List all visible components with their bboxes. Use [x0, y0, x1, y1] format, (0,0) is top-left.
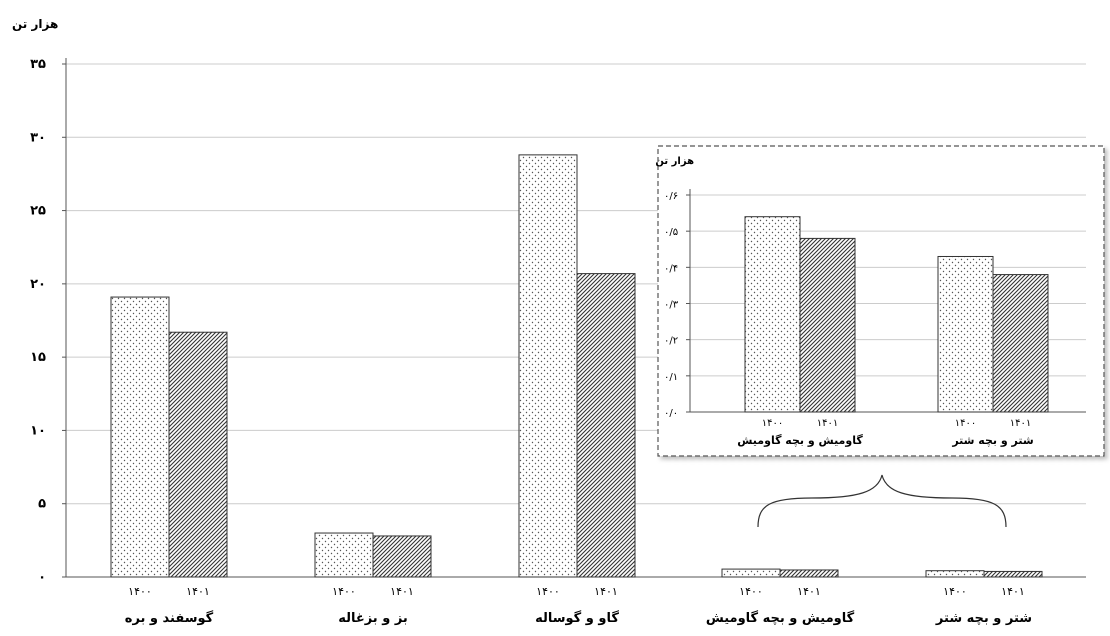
- y-tick-label: ۵: [38, 497, 46, 512]
- x-tick-label-year: ۱۴۰۱: [1001, 585, 1025, 598]
- bar-1400: [518, 154, 578, 578]
- main-chart: هزار تن ۰ ۵ ۱۰ ۱۵ ۲۰ ۲۵ ۳۰ ۳۵ ۱۴۰۰ ۱۴۰۱ گوسفند و ب…: [12, 17, 1086, 626]
- x-tick-label-year: ۱۴۰۱: [594, 585, 618, 598]
- inset-y-axis-unit-label: هزار تن: [655, 156, 694, 167]
- category-label: بز و بزغاله: [338, 611, 408, 626]
- inset-chart: هزار تن ۰/۰ ۰/۱ ۰/۲ ۰/۳ ۰/۴ ۰/۵ ۰/۶ ۱۴۰۰ ۱۴۰۱ گاو…: [655, 145, 1105, 457]
- inset-y-tick-label: ۰/۶: [664, 191, 678, 202]
- y-tick-label: ۱۰: [30, 423, 46, 438]
- y-tick-label: ۳۰: [30, 130, 46, 145]
- inset-bar-1401: [799, 237, 856, 413]
- inset-bar-1400: [744, 216, 801, 413]
- bar-1401: [983, 570, 1043, 578]
- inset-category-label: شتر و بچه شتر: [951, 434, 1033, 447]
- inset-x-tick-label-year: ۱۴۰۰: [955, 418, 976, 429]
- inset-x-tick-label-year: ۱۴۰۰: [762, 418, 783, 429]
- category-label: گاو و گوساله: [535, 610, 619, 626]
- inset-brace: [757, 474, 1007, 528]
- category-label: گاومیش و بچه گاومیش: [706, 610, 855, 626]
- bar-1400: [314, 532, 374, 578]
- x-tick-label-year: ۱۴۰۱: [797, 585, 821, 598]
- inset-x-tick-label-year: ۱۴۰۱: [817, 418, 838, 429]
- y-tick-label: ۱۵: [30, 350, 46, 365]
- y-tick-label: ۲۵: [30, 204, 46, 219]
- bar-1400: [721, 568, 781, 578]
- x-tick-label-year: ۱۴۰۱: [390, 585, 414, 598]
- x-tick-label-year: ۱۴۰۰: [739, 585, 763, 598]
- bar-1400: [925, 570, 985, 578]
- bar-1401: [779, 569, 839, 578]
- inset-y-tick-label: ۰/۱: [664, 372, 678, 383]
- x-tick-label-year: ۱۴۰۰: [536, 585, 560, 598]
- y-axis-unit-label: هزار تن: [12, 17, 58, 31]
- category-label: شتر و بچه شتر: [935, 611, 1032, 626]
- bar-1401: [372, 535, 432, 578]
- inset-y-tick-label: ۰/۵: [664, 227, 678, 238]
- inset-bar-1400: [937, 255, 994, 413]
- inset-bar-1401: [992, 274, 1049, 413]
- x-tick-label-year: ۱۴۰۱: [186, 585, 210, 598]
- bar-1400: [110, 296, 170, 578]
- x-tick-label-year: ۱۴۰۰: [128, 585, 152, 598]
- y-tick-label: ۰: [38, 570, 46, 585]
- inset-y-tick-label: ۰/۴: [664, 263, 678, 274]
- inset-y-tick-label: ۰/۳: [664, 300, 679, 311]
- x-tick-label-year: ۱۴۰۰: [332, 585, 356, 598]
- y-tick-label: ۲۰: [30, 277, 46, 292]
- inset-y-tick-label: ۰/۲: [664, 336, 678, 347]
- inset-category-label: گاومیش و بچه گاومیش: [737, 434, 863, 447]
- category-label: گوسفند و بره: [125, 610, 214, 626]
- bar-1401: [168, 331, 228, 578]
- y-tick-label: ۳۵: [30, 57, 46, 72]
- inset-y-tick-label: ۰/۰: [664, 408, 678, 419]
- x-tick-label-year: ۱۴۰۰: [943, 585, 967, 598]
- inset-x-tick-label-year: ۱۴۰۱: [1010, 418, 1031, 429]
- bar-1401: [576, 273, 636, 578]
